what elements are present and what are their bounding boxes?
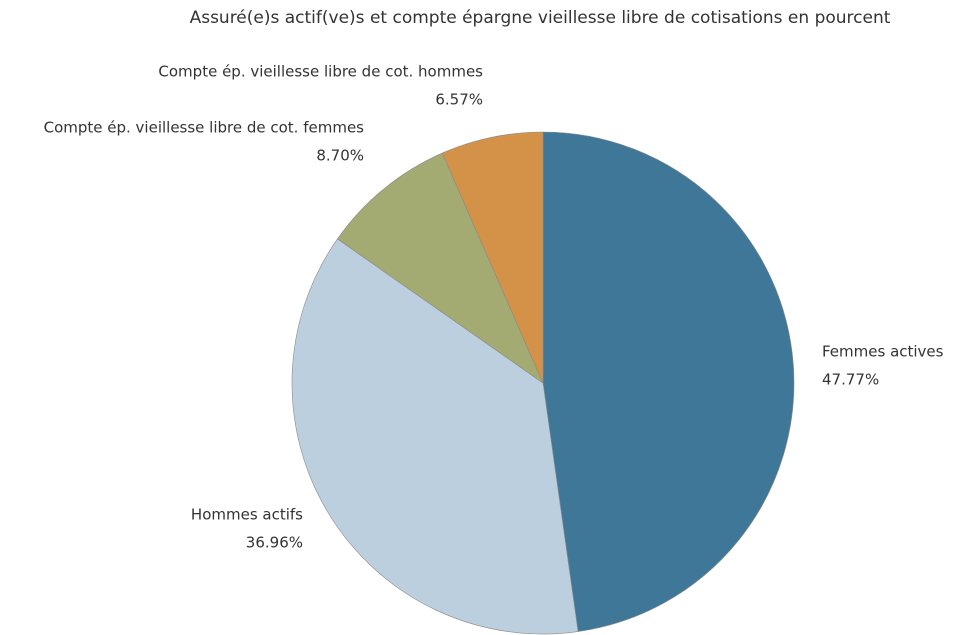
slice-value-label: 36.96% [246,534,303,552]
slice-value-label: 47.77% [822,371,879,389]
pie-slice [291,238,579,635]
slice-label: Femmes actives [822,343,944,361]
chart-title: Assuré(e)s actif(ve)s et compte épargne … [190,8,891,28]
slice-label: Hommes actifs [191,506,303,524]
pie-slice [441,131,544,384]
slice-value-label: 6.57% [435,91,483,109]
slice-label: Compte ép. vieillesse libre de cot. femm… [44,119,365,137]
pie-slice [337,152,544,384]
slice-label: Compte ép. vieillesse libre de cot. homm… [158,63,483,81]
pie-slice [542,131,795,632]
slice-value-label: 8.70% [316,147,364,165]
